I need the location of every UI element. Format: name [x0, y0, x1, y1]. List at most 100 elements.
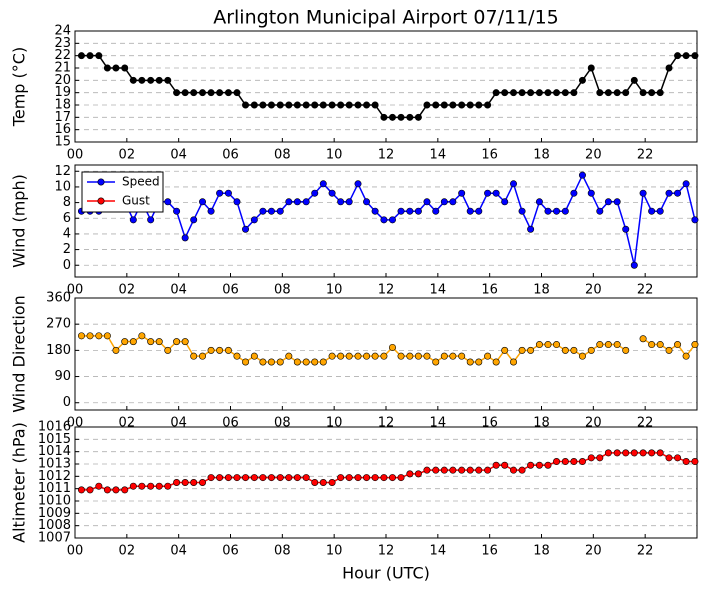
- data-point: [354, 180, 362, 188]
- y-tick-label: 0: [63, 395, 71, 410]
- data-point: [328, 352, 336, 360]
- chart-title: Arlington Municipal Airport 07/11/15: [213, 7, 559, 29]
- data-point: [423, 352, 431, 360]
- data-point: [423, 198, 431, 206]
- data-point: [285, 198, 293, 206]
- data-point: [112, 486, 120, 494]
- data-point: [216, 346, 224, 354]
- data-point: [86, 332, 94, 340]
- data-point: [553, 341, 561, 349]
- y-tick-label: 22: [54, 48, 71, 63]
- data-point: [311, 478, 319, 486]
- data-point: [112, 346, 120, 354]
- data-point: [630, 261, 638, 269]
- data-point: [492, 89, 500, 97]
- x-tick-label: 02: [119, 416, 136, 431]
- x-tick-label: 00: [67, 148, 84, 163]
- data-point: [147, 482, 155, 490]
- data-point: [164, 482, 172, 490]
- data-point: [440, 466, 448, 474]
- data-point: [648, 341, 656, 349]
- data-point: [147, 216, 155, 224]
- data-point: [648, 207, 656, 215]
- data-point: [535, 89, 543, 97]
- data-point: [302, 474, 310, 482]
- data-point: [639, 449, 647, 457]
- data-point: [233, 89, 241, 97]
- plot-frame: [74, 30, 698, 143]
- data-point: [510, 358, 518, 366]
- data-point: [216, 474, 224, 482]
- data-point: [103, 64, 111, 72]
- y-tick-label: 1011: [38, 481, 71, 496]
- y-tick-label: 1010: [38, 494, 71, 509]
- data-point: [510, 466, 518, 474]
- y-tick-label: 1009: [38, 506, 71, 521]
- legend-box: [81, 171, 164, 213]
- data-point: [77, 332, 85, 340]
- data-point: [630, 76, 638, 84]
- data-point: [665, 64, 673, 72]
- data-point: [388, 474, 396, 482]
- x-tick-label: 14: [430, 544, 447, 559]
- data-point: [207, 89, 215, 97]
- x-tick-label: 20: [585, 544, 602, 559]
- data-point: [475, 358, 483, 366]
- data-point: [345, 474, 353, 482]
- data-point: [535, 461, 543, 469]
- data-point: [665, 346, 673, 354]
- data-point: [121, 486, 129, 494]
- data-point: [475, 101, 483, 109]
- data-point: [199, 352, 207, 360]
- x-tick-label: 16: [481, 416, 498, 431]
- data-point: [267, 101, 275, 109]
- data-point: [337, 352, 345, 360]
- data-point: [112, 64, 120, 72]
- data-point: [354, 352, 362, 360]
- y-tick-label: 10: [54, 179, 71, 194]
- x-tick-label: 06: [222, 544, 239, 559]
- data-point: [155, 76, 163, 84]
- data-point: [276, 207, 284, 215]
- data-point: [604, 198, 612, 206]
- x-tick-label: 10: [326, 283, 343, 298]
- data-point: [138, 76, 146, 84]
- data-point: [518, 466, 526, 474]
- data-point: [371, 207, 379, 215]
- data-point: [216, 189, 224, 197]
- x-tick-label: 04: [170, 544, 187, 559]
- data-point: [414, 470, 422, 478]
- data-point: [173, 338, 181, 346]
- data-point: [380, 352, 388, 360]
- data-point: [319, 478, 327, 486]
- data-point: [639, 189, 647, 197]
- data-point: [587, 454, 595, 462]
- data-point: [363, 101, 371, 109]
- x-tick-label: 00: [67, 283, 84, 298]
- x-tick-label: 12: [378, 544, 395, 559]
- data-point: [164, 76, 172, 84]
- data-point: [328, 101, 336, 109]
- data-point: [682, 52, 690, 60]
- data-point: [138, 482, 146, 490]
- y-tick-label: 1007: [38, 531, 71, 546]
- data-point: [501, 346, 509, 354]
- data-point: [173, 478, 181, 486]
- data-point: [242, 358, 250, 366]
- data-point: [492, 358, 500, 366]
- x-tick-label: 10: [326, 544, 343, 559]
- x-tick-label: 18: [533, 283, 550, 298]
- y-tick-label: 19: [54, 85, 71, 100]
- legend-marker: [97, 178, 105, 186]
- y-tick-label: 16: [54, 122, 71, 137]
- data-point: [199, 198, 207, 206]
- data-point: [363, 198, 371, 206]
- x-tick-label: 14: [430, 283, 447, 298]
- data-point: [432, 466, 440, 474]
- y-tick-label: 21: [54, 61, 71, 76]
- data-point: [319, 101, 327, 109]
- data-point: [267, 358, 275, 366]
- data-point: [121, 338, 129, 346]
- x-axis-label: Hour (UTC): [342, 564, 430, 583]
- data-point: [475, 207, 483, 215]
